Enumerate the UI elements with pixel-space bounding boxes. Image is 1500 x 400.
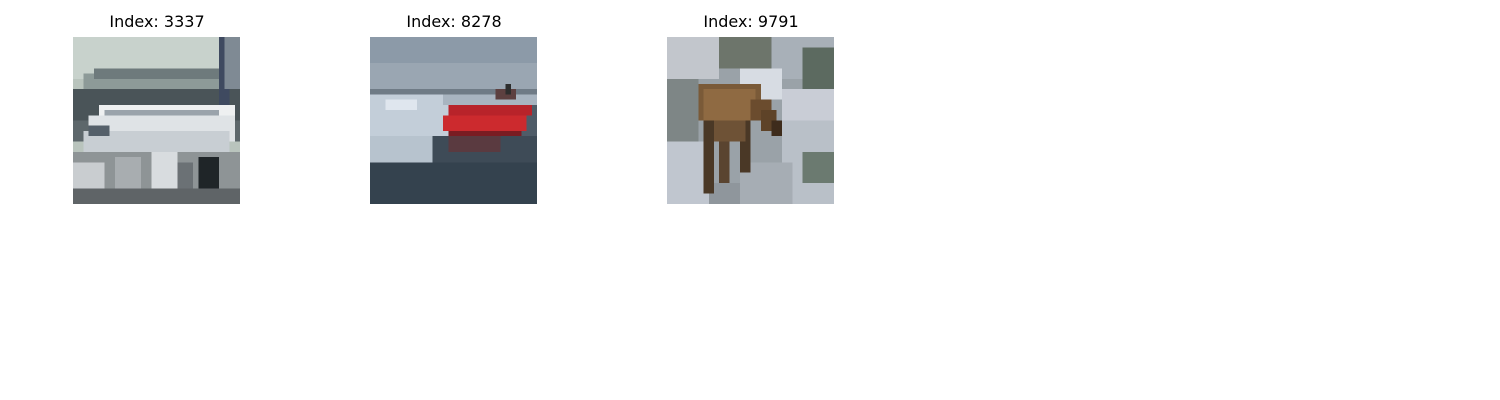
deer-image [667, 37, 834, 204]
panel-title: Index: 9791 [703, 12, 799, 31]
panel-title: Index: 8278 [406, 12, 502, 31]
ship-image [370, 37, 537, 204]
airplane-image [73, 37, 240, 204]
panel-title: Index: 3337 [109, 12, 205, 31]
